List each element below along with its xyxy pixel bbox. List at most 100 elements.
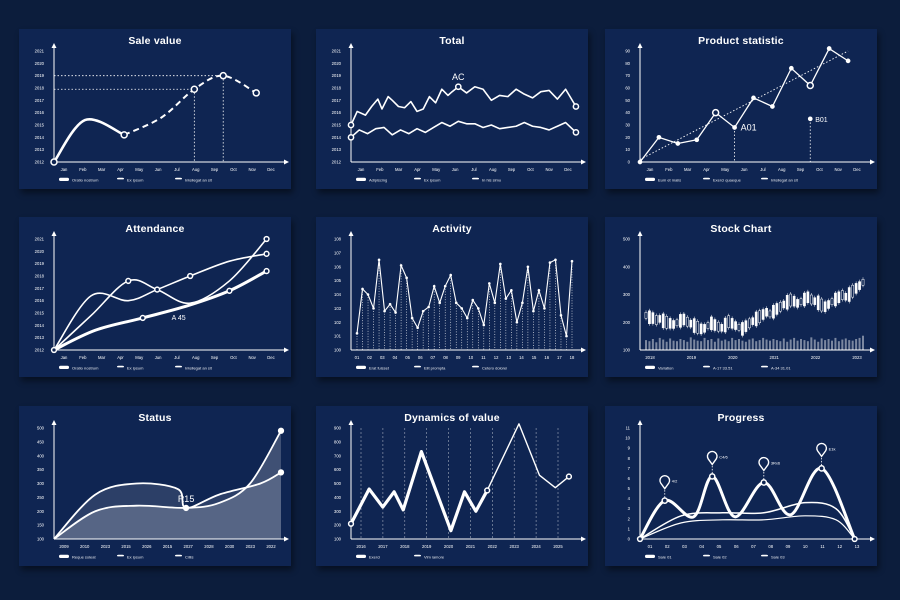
volume-bar bbox=[662, 339, 665, 350]
x-tick-label: 06 bbox=[418, 355, 423, 360]
y-tick-label: 2 bbox=[628, 516, 631, 521]
volume-bar bbox=[858, 337, 861, 350]
series-line bbox=[53, 471, 282, 540]
data-point bbox=[760, 479, 768, 486]
volume-bar bbox=[696, 340, 699, 350]
candle bbox=[682, 313, 686, 326]
data-point bbox=[548, 261, 552, 264]
chart-activity: 100 101 102 103 104 105 106 107 108 01 02 03 04 05 06 0… bbox=[334, 231, 586, 370]
legend-label: Vim iamore bbox=[424, 554, 445, 559]
y-tick-label: 500 bbox=[334, 481, 342, 486]
volume-bar bbox=[755, 341, 758, 350]
y-tick-label: 20 bbox=[625, 135, 630, 140]
y-tick-label: 100 bbox=[623, 348, 631, 353]
candle bbox=[820, 298, 824, 312]
y-tick-label: 800 bbox=[334, 439, 342, 444]
x-tick-label: Dec bbox=[564, 167, 571, 172]
data-point bbox=[410, 316, 414, 320]
data-point bbox=[226, 287, 233, 294]
x-axis-arrow bbox=[284, 536, 289, 542]
data-point bbox=[565, 473, 573, 480]
y-tick-label: 2019 bbox=[332, 73, 342, 78]
x-tick-label: 2026 bbox=[142, 544, 152, 549]
y-axis-arrow bbox=[348, 43, 354, 48]
chart-stock-chart: 100 200 300 400 500 2018 2019 2020 2021 2022 2023 V… bbox=[623, 231, 875, 370]
x-tick-label: 13 bbox=[506, 355, 511, 360]
candle bbox=[792, 295, 796, 307]
y-tick-label: 600 bbox=[334, 467, 342, 472]
y-tick-label: 2014 bbox=[35, 323, 45, 328]
y-tick-label: 300 bbox=[37, 481, 45, 486]
candle bbox=[703, 324, 706, 333]
y-axis-arrow bbox=[637, 420, 643, 425]
candle bbox=[672, 320, 675, 329]
y-tick-label: 500 bbox=[37, 426, 45, 431]
legend-label: Cillis bbox=[185, 554, 193, 559]
y-tick-label: 450 bbox=[37, 439, 45, 444]
data-point bbox=[252, 89, 260, 97]
x-tick-label: 2022 bbox=[488, 544, 498, 549]
volume-bar bbox=[834, 337, 837, 350]
y-tick-label: 108 bbox=[334, 237, 342, 242]
y-axis-arrow bbox=[637, 43, 643, 48]
legend-label: Exerci bbox=[369, 554, 380, 559]
candle bbox=[758, 310, 762, 323]
chart-card: Dynamics of value 100 200 300 400 500 600 700 8… bbox=[316, 406, 588, 566]
x-tick-label: 02 bbox=[367, 355, 372, 360]
x-tick-label: 2016 bbox=[356, 544, 366, 549]
volume-bar bbox=[648, 341, 651, 350]
legend-swatch bbox=[59, 177, 69, 181]
trend-line bbox=[639, 50, 849, 160]
candle bbox=[716, 321, 720, 332]
data-point bbox=[515, 320, 519, 324]
y-tick-label: 200 bbox=[334, 523, 342, 528]
x-tick-label: 08 bbox=[768, 544, 773, 549]
volume-bar bbox=[765, 339, 768, 350]
data-point bbox=[139, 314, 146, 322]
volume-bar bbox=[758, 340, 761, 350]
x-tick-label: 2017 bbox=[378, 544, 388, 549]
x-tick-label: Aug bbox=[192, 167, 200, 172]
x-tick-label: 10 bbox=[468, 355, 473, 360]
y-tick-label: 106 bbox=[334, 264, 342, 269]
volume-bar bbox=[837, 341, 840, 350]
x-axis-arrow bbox=[581, 536, 586, 542]
volume-bar bbox=[710, 339, 713, 350]
x-tick-label: 03 bbox=[380, 355, 385, 360]
candle bbox=[737, 323, 741, 331]
candle bbox=[816, 295, 820, 311]
y-tick-label: 2015 bbox=[35, 311, 45, 316]
candle bbox=[782, 300, 786, 309]
x-tick-label: 17 bbox=[557, 355, 562, 360]
chart-card: Total 2012 2013 2014 2015 2016 2017 2018 2019 20… bbox=[316, 29, 588, 189]
x-tick-label: 03 bbox=[682, 544, 687, 549]
y-tick-label: 400 bbox=[623, 264, 631, 269]
data-point bbox=[570, 259, 574, 263]
y-axis-arrow bbox=[348, 420, 354, 425]
x-axis-arrow bbox=[284, 159, 289, 165]
legend-label: Adipiscing bbox=[369, 177, 387, 182]
x-tick-label: Jan bbox=[61, 355, 68, 360]
volume-bar bbox=[806, 341, 809, 350]
data-point bbox=[826, 46, 832, 51]
x-tick-label: 01 bbox=[355, 355, 360, 360]
candle bbox=[854, 283, 858, 294]
volume-bar bbox=[841, 339, 844, 350]
x-tick-label: 2021 bbox=[770, 355, 780, 360]
x-tick-label: 2018 bbox=[645, 355, 655, 360]
data-point bbox=[125, 277, 132, 285]
x-tick-label: 2028 bbox=[204, 544, 214, 549]
x-tick-label: 2022 bbox=[811, 355, 821, 360]
data-point bbox=[347, 121, 355, 129]
volume-bar bbox=[741, 340, 744, 350]
legend-label: Ex ipsum bbox=[127, 177, 144, 182]
series-line bbox=[356, 258, 573, 337]
data-point bbox=[770, 104, 775, 109]
candle bbox=[765, 308, 768, 317]
x-tick-label: Oct bbox=[230, 355, 237, 360]
legend-swatch bbox=[645, 177, 655, 181]
candle bbox=[651, 312, 655, 324]
x-tick-label: May bbox=[135, 167, 144, 172]
x-tick-label: 2015 bbox=[163, 544, 173, 549]
volume-bar bbox=[645, 340, 647, 350]
